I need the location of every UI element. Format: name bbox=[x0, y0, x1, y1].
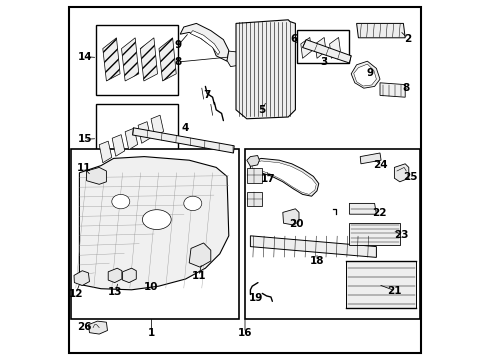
Ellipse shape bbox=[184, 196, 202, 211]
Polygon shape bbox=[133, 128, 234, 153]
Polygon shape bbox=[303, 40, 351, 63]
Text: 10: 10 bbox=[144, 282, 159, 292]
Polygon shape bbox=[351, 61, 380, 88]
Polygon shape bbox=[122, 268, 136, 283]
Bar bbox=[245, 149, 419, 319]
Text: 23: 23 bbox=[394, 230, 409, 240]
Text: 21: 21 bbox=[387, 285, 402, 296]
Polygon shape bbox=[180, 23, 229, 61]
Polygon shape bbox=[79, 157, 229, 290]
Polygon shape bbox=[87, 167, 106, 184]
Polygon shape bbox=[88, 321, 107, 334]
Polygon shape bbox=[112, 135, 125, 156]
Polygon shape bbox=[125, 128, 138, 150]
Polygon shape bbox=[283, 209, 299, 225]
Text: 19: 19 bbox=[248, 293, 263, 303]
Text: 6: 6 bbox=[290, 34, 297, 44]
Bar bbox=[96, 104, 178, 167]
Bar bbox=[297, 30, 349, 63]
Text: 8: 8 bbox=[403, 83, 410, 93]
Polygon shape bbox=[236, 20, 295, 119]
Text: 11: 11 bbox=[192, 271, 206, 281]
Polygon shape bbox=[252, 161, 316, 194]
Polygon shape bbox=[247, 168, 262, 183]
Polygon shape bbox=[330, 37, 341, 58]
Polygon shape bbox=[394, 164, 409, 182]
Text: 22: 22 bbox=[372, 208, 387, 218]
Text: 9: 9 bbox=[175, 40, 182, 50]
Polygon shape bbox=[346, 261, 416, 308]
Polygon shape bbox=[74, 271, 90, 285]
Polygon shape bbox=[189, 243, 211, 267]
Polygon shape bbox=[250, 236, 376, 257]
Text: 9: 9 bbox=[367, 68, 374, 78]
Bar bbox=[96, 25, 178, 95]
Text: 8: 8 bbox=[175, 57, 182, 67]
Polygon shape bbox=[360, 153, 381, 164]
Ellipse shape bbox=[143, 210, 171, 230]
Text: 11: 11 bbox=[77, 163, 91, 173]
Polygon shape bbox=[247, 192, 262, 206]
Text: 7: 7 bbox=[203, 90, 210, 100]
Polygon shape bbox=[227, 51, 242, 67]
Text: 25: 25 bbox=[403, 172, 417, 182]
Polygon shape bbox=[354, 64, 376, 86]
Polygon shape bbox=[357, 23, 405, 38]
Text: 15: 15 bbox=[77, 134, 92, 144]
Text: 16: 16 bbox=[238, 328, 252, 338]
Polygon shape bbox=[349, 203, 376, 214]
Text: 14: 14 bbox=[77, 51, 92, 62]
Text: 3: 3 bbox=[320, 57, 328, 67]
Text: 18: 18 bbox=[310, 256, 324, 266]
Text: 1: 1 bbox=[148, 328, 155, 338]
Ellipse shape bbox=[112, 194, 130, 209]
Polygon shape bbox=[159, 38, 176, 81]
Polygon shape bbox=[301, 37, 312, 58]
Polygon shape bbox=[140, 38, 157, 81]
Text: 13: 13 bbox=[108, 287, 122, 297]
Polygon shape bbox=[151, 115, 164, 137]
Polygon shape bbox=[99, 141, 112, 163]
Text: 5: 5 bbox=[259, 105, 266, 115]
Polygon shape bbox=[250, 158, 319, 196]
Polygon shape bbox=[190, 31, 220, 55]
Polygon shape bbox=[103, 38, 120, 81]
Text: 20: 20 bbox=[289, 219, 304, 229]
Text: 4: 4 bbox=[182, 123, 189, 133]
Text: 17: 17 bbox=[261, 174, 276, 184]
Text: 2: 2 bbox=[404, 33, 412, 44]
Polygon shape bbox=[349, 223, 400, 245]
Polygon shape bbox=[108, 268, 122, 283]
Polygon shape bbox=[122, 38, 139, 81]
Bar bbox=[72, 149, 239, 319]
Text: 12: 12 bbox=[69, 289, 83, 299]
Polygon shape bbox=[138, 122, 151, 143]
Polygon shape bbox=[380, 83, 405, 97]
Text: 24: 24 bbox=[373, 159, 387, 170]
Polygon shape bbox=[315, 37, 326, 58]
Text: 26: 26 bbox=[77, 321, 91, 332]
Polygon shape bbox=[247, 156, 259, 166]
